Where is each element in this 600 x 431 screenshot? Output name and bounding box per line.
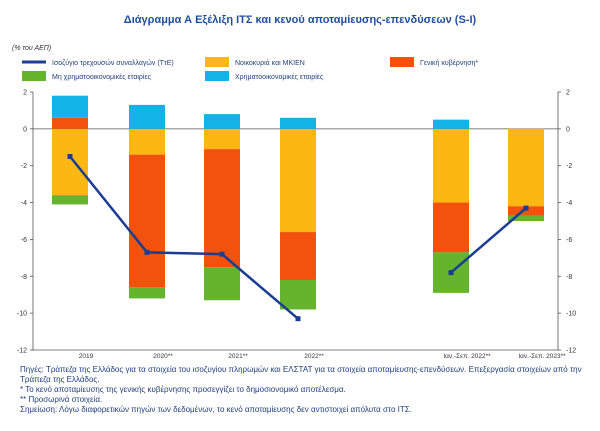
x-tick-label: 2021** [228,353,248,360]
bar-segment [280,117,316,129]
bar-segment [433,202,469,253]
chart-title: Διάγραμμα Α Εξέλιξη ΙΤΣ και κενού αποταμ… [123,14,477,26]
line-point [67,154,73,159]
line-path [69,155,299,320]
x-tick-label: 2020** [153,353,173,360]
line-point [144,249,150,255]
line-point [219,251,225,257]
line-point [523,205,529,211]
line-series [67,154,529,322]
y-tick-label-left: -12 [17,348,27,355]
legend: Ισοζύγιο τρεχουσών συναλλαγών (ΤτΕ) Νοικο… [22,57,478,81]
legend-label-4: Χρηματοοικονομικές εταιρίες [235,73,324,81]
source-text: Πηγές: Τράπεζα της Ελλάδος για τα στοιχε… [20,365,582,384]
bar-segment [52,95,88,118]
bar-segment [204,114,240,129]
source-notes: Πηγές: Τράπεζα της Ελλάδος για τα στοιχε… [20,365,590,415]
bar-segment [508,215,544,221]
legend-swatch-1 [205,57,229,67]
bar-segment [129,287,165,299]
note-2: ** Προσωρινά στοιχεία. [20,395,103,404]
x-tick-label: 2019 [79,353,94,360]
y-tick-label-right: -2 [566,163,572,170]
legend-label-3: Μη χρηματοοικονομικές εταιρίες [52,73,152,81]
y-tick-label-left: -4 [21,200,27,207]
x-tick-label: Ιαν.-Σεπ. 2023** [518,353,566,360]
y-tick-label-left: 0 [23,126,27,133]
legend-swatch-2 [390,57,414,67]
legend-swatch-3 [22,71,46,81]
bar-segment [204,267,240,301]
axes: 2 2 0 0 -2 -2 -4 -4 -6 -6 -8 -8 -10 -10 -12 -12 2019 2020… [17,90,576,361]
y-tick-label-left: 2 [23,90,27,97]
y-tick-label-right: -4 [566,200,572,207]
note-3: Σημείωση: Λόγω διαφορετικών πηγών των δε… [20,405,412,414]
y-tick-label-left: -2 [21,163,27,170]
bar-segment [129,104,165,129]
legend-label-0: Ισοζύγιο τρεχουσών συναλλαγών (ΤτΕ) [52,59,174,67]
y-tick-label-right: -8 [566,274,572,281]
legend-label-2: Γενική κυβέρνηση* [420,59,478,67]
y-tick-label-left: -8 [21,274,27,281]
y-tick-label-left: -10 [17,311,27,318]
line-path [450,207,527,274]
bar-segment [52,117,88,129]
bar-segment [52,128,88,196]
legend-label-1: Νοικοκυριά και ΜΚΙΕΝ [235,59,305,67]
bars [52,95,544,310]
bar-segment [129,128,165,155]
legend-swatch-4 [205,71,229,81]
bar-segment [129,154,165,288]
bar-segment [433,128,469,203]
y-tick-label-left: -6 [21,237,27,244]
bar-segment [204,149,240,268]
x-tick-label: 2022** [304,353,324,360]
note-1: * Το κενό αποταμίευσης της γενικής κυβέρ… [20,385,346,394]
y-tick-label-right: -12 [566,348,576,355]
line-point [295,316,301,322]
x-tick-label: Ιαν.-Σεπ. 2022** [443,353,491,360]
bar-segment [52,195,88,205]
bar-segment [508,206,544,216]
y-tick-label-right: -10 [566,311,576,318]
bar-segment [508,128,544,207]
unit-label: (% του ΑΕΠ) [12,45,52,52]
bar-segment [204,128,240,150]
bar-segment [280,232,316,280]
bar-segment [280,279,316,310]
y-tick-label-right: 2 [566,90,570,97]
bar-segment [433,119,469,129]
line-point [448,270,454,276]
y-tick-label-right: -6 [566,237,572,244]
chart: Ισοζύγιο τρεχουσών συναλλαγών (ΤτΕ) Νοικο… [17,57,576,361]
bar-segment [280,128,316,233]
y-tick-label-right: 0 [566,126,570,133]
